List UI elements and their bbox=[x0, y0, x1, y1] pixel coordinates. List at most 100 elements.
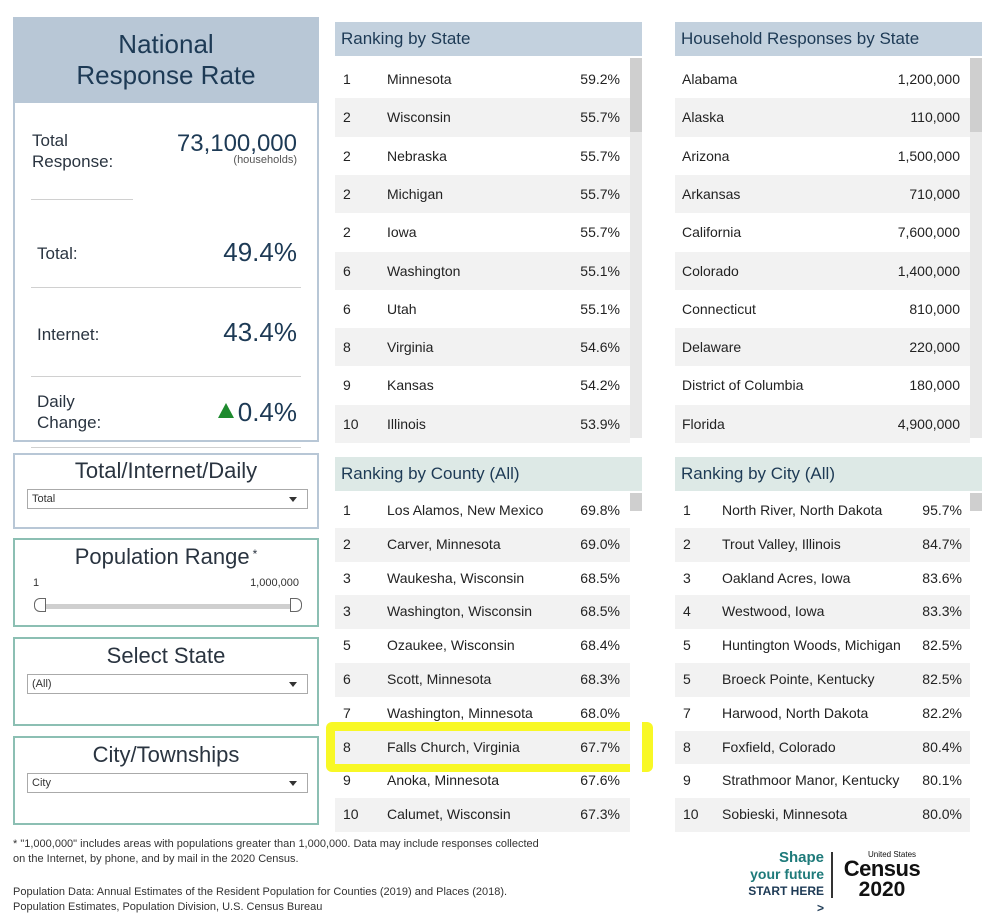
table-row[interactable]: 2 Carver, Minnesota 69.0% bbox=[335, 527, 630, 562]
table-row[interactable]: 6 Washington 55.1% bbox=[335, 251, 630, 290]
table-row[interactable]: District of Columbia 180,000 bbox=[675, 366, 970, 404]
rank-cell: 1 bbox=[683, 502, 691, 518]
rank-cell: 2 bbox=[343, 535, 351, 552]
rank-cell: 5 bbox=[683, 637, 691, 654]
scrollbar[interactable] bbox=[970, 493, 982, 826]
panel-title: Household Responses by State bbox=[675, 22, 982, 56]
table-row[interactable]: 9 Anoka, Minnesota 67.6% bbox=[335, 764, 630, 798]
rank-cell: 3 bbox=[343, 603, 351, 620]
state-name-cell: Alabama bbox=[682, 71, 738, 87]
select-state-filter: Select State (All) bbox=[13, 637, 319, 726]
scroll-thumb[interactable] bbox=[970, 58, 982, 132]
total-response-label: Total Response: bbox=[32, 131, 114, 171]
scrollbar[interactable] bbox=[630, 58, 642, 438]
rank-cell: 2 bbox=[343, 185, 351, 202]
state-name-cell: Arkansas bbox=[682, 185, 741, 202]
rate-cell: 54.2% bbox=[580, 377, 620, 394]
table-row[interactable]: 5 Broeck Pointe, Kentucky 82.5% bbox=[675, 663, 970, 697]
table-row[interactable]: Arkansas 710,000 bbox=[675, 174, 970, 214]
table-row[interactable]: 7 Harwood, North Dakota 82.2% bbox=[675, 697, 970, 731]
population-slider-min-handle[interactable] bbox=[34, 598, 46, 612]
divider bbox=[31, 376, 301, 377]
rank-cell: 1 bbox=[343, 71, 351, 87]
table-row[interactable]: Florida 4,900,000 bbox=[675, 404, 970, 443]
state-select[interactable]: (All) bbox=[27, 674, 308, 694]
households-cell: 810,000 bbox=[909, 300, 960, 317]
city-township-select[interactable]: City bbox=[27, 773, 308, 793]
table-row[interactable]: 4 Westwood, Iowa 83.3% bbox=[675, 595, 970, 630]
city-name-cell: Broeck Pointe, Kentucky bbox=[722, 671, 875, 687]
table-row[interactable]: 9 Strathmoor Manor, Kentucky 80.1% bbox=[675, 764, 970, 798]
rank-cell: 8 bbox=[343, 738, 351, 755]
state-name-cell: Colorado bbox=[682, 262, 739, 279]
rank-cell: 6 bbox=[343, 671, 351, 687]
table-row[interactable]: 6 Scott, Minnesota 68.3% bbox=[335, 663, 630, 697]
table-row[interactable]: 2 Michigan 55.7% bbox=[335, 174, 630, 214]
rate-cell: 53.9% bbox=[580, 415, 620, 432]
national-response-card: National Response Rate Total Response: 7… bbox=[13, 17, 319, 448]
table-row[interactable]: 6 Utah 55.1% bbox=[335, 290, 630, 328]
table-row[interactable]: Alabama 1,200,000 bbox=[675, 60, 970, 98]
state-name-cell: Kansas bbox=[387, 377, 434, 394]
ranking-by-county-panel: Ranking by County (All) 1 Los Alamos, New… bbox=[335, 457, 642, 832]
panel-title: Ranking by County (All) bbox=[335, 457, 642, 491]
county-name-cell: Waukesha, Wisconsin bbox=[387, 569, 525, 586]
rank-cell: 9 bbox=[343, 377, 351, 394]
table-row[interactable]: 1 Los Alamos, New Mexico 69.8% bbox=[335, 494, 630, 528]
shape-your-future-logo: Shape your future START HERE > bbox=[748, 849, 824, 915]
total-internet-daily-select[interactable]: Total bbox=[27, 489, 308, 509]
filter-title: City/Townships bbox=[92, 742, 240, 767]
table-row[interactable]: 8 Foxfield, Colorado 80.4% bbox=[675, 730, 970, 765]
total-response-unit: (households) bbox=[233, 154, 297, 166]
table-row[interactable]: 3 Waukesha, Wisconsin 68.5% bbox=[335, 562, 630, 596]
table-row[interactable]: 8 Virginia 54.6% bbox=[335, 328, 630, 367]
internet-value: 43.4% bbox=[223, 317, 297, 347]
rank-cell: 9 bbox=[343, 772, 351, 789]
scrollbar[interactable] bbox=[630, 493, 642, 826]
households-cell: 180,000 bbox=[909, 377, 960, 394]
table-row[interactable]: 2 Nebraska 55.7% bbox=[335, 137, 630, 175]
rank-cell: 7 bbox=[683, 704, 691, 721]
table-row[interactable]: 3 Oakland Acres, Iowa 83.6% bbox=[675, 562, 970, 596]
county-name-cell: Calumet, Wisconsin bbox=[387, 806, 511, 823]
table-row[interactable]: 10 Calumet, Wisconsin 67.3% bbox=[335, 798, 630, 832]
table-row[interactable]: 7 Washington, Minnesota 68.0% bbox=[335, 697, 630, 731]
table-row[interactable]: Alaska 110,000 bbox=[675, 98, 970, 137]
scroll-thumb[interactable] bbox=[630, 58, 642, 132]
scrollbar[interactable] bbox=[970, 58, 982, 438]
rank-cell: 2 bbox=[343, 224, 351, 241]
households-cell: 1,400,000 bbox=[897, 262, 960, 279]
table-row[interactable]: 5 Huntington Woods, Michigan 82.5% bbox=[675, 629, 970, 663]
table-row[interactable]: Connecticut 810,000 bbox=[675, 290, 970, 328]
table-row[interactable]: 8 Falls Church, Virginia 67.7% bbox=[335, 730, 630, 765]
table-row[interactable]: 2 Trout Valley, Illinois 84.7% bbox=[675, 527, 970, 562]
rank-cell: 7 bbox=[343, 704, 351, 721]
rate-cell: 83.6% bbox=[922, 569, 962, 586]
city-name-cell: Westwood, Iowa bbox=[722, 603, 825, 620]
table-row[interactable]: 2 Wisconsin 55.7% bbox=[335, 98, 630, 137]
table-row[interactable]: 1 North River, North Dakota 95.7% bbox=[675, 494, 970, 528]
scroll-thumb[interactable] bbox=[630, 493, 642, 511]
table-row[interactable]: 10 Illinois 53.9% bbox=[335, 404, 630, 443]
table-row[interactable]: Colorado 1,400,000 bbox=[675, 251, 970, 290]
table-row[interactable]: 10 Sobieski, Minnesota 80.0% bbox=[675, 798, 970, 832]
table-row[interactable]: 9 Kansas 54.2% bbox=[335, 366, 630, 404]
table-row[interactable]: 3 Washington, Wisconsin 68.5% bbox=[335, 595, 630, 630]
state-name-cell: Nebraska bbox=[387, 147, 447, 164]
population-max-label: 1,000,000 bbox=[250, 577, 299, 589]
total-internet-daily-filter: Total/Internet/Daily Total bbox=[13, 453, 319, 529]
table-row[interactable]: 2 Iowa 55.7% bbox=[335, 213, 630, 251]
table-row[interactable]: Arizona 1,500,000 bbox=[675, 137, 970, 175]
arrow-up-icon bbox=[217, 403, 234, 418]
table-row[interactable]: California 7,600,000 bbox=[675, 213, 970, 251]
table-row[interactable]: 1 Minnesota 59.2% bbox=[335, 60, 630, 98]
filter-title: Population Range * bbox=[74, 544, 258, 569]
rank-cell: 2 bbox=[343, 147, 351, 164]
table-row[interactable]: Delaware 220,000 bbox=[675, 328, 970, 367]
population-slider-track[interactable] bbox=[39, 604, 301, 609]
scroll-thumb[interactable] bbox=[970, 493, 982, 511]
table-row[interactable]: 5 Ozaukee, Wisconsin 68.4% bbox=[335, 629, 630, 663]
state-name-cell: Virginia bbox=[387, 339, 434, 356]
population-slider-max-handle[interactable] bbox=[290, 598, 302, 612]
panel-title: Ranking by State bbox=[335, 22, 642, 56]
